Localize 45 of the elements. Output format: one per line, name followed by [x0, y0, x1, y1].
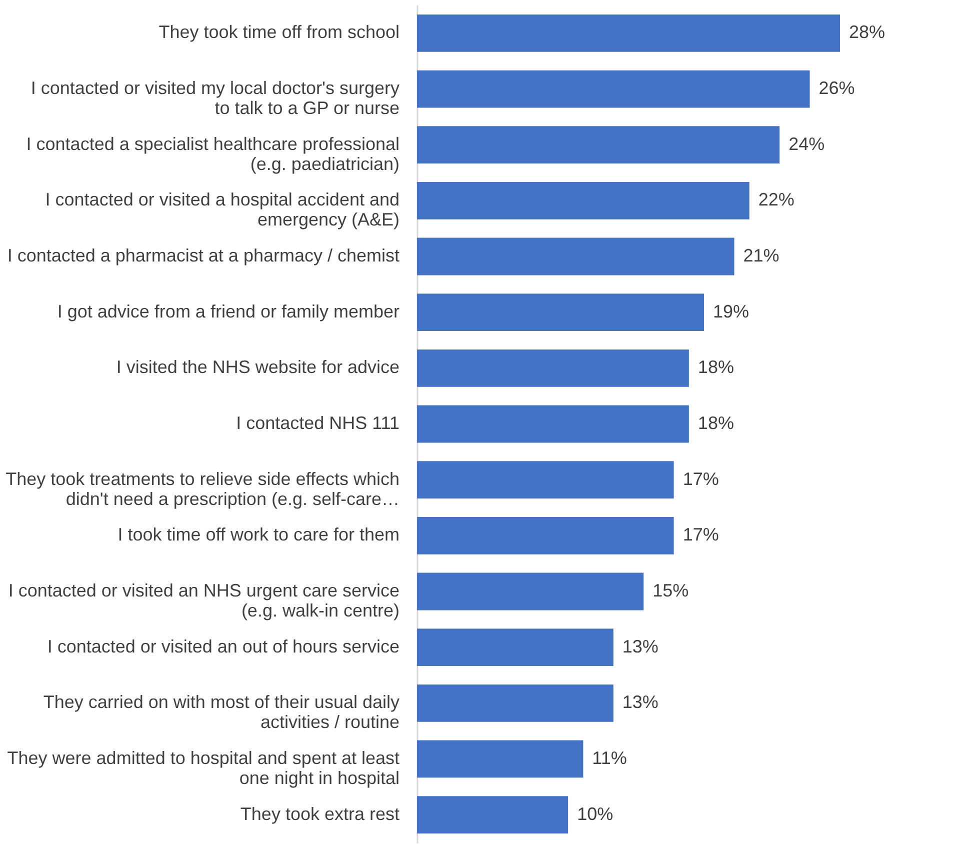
y-tick-label: I contacted or visited an NHS urgent care service (e.g. walk-in centre) [8, 580, 400, 620]
data-label: 17% [682, 468, 719, 489]
y-tick-label: I contacted or visited an out of hours service [47, 636, 400, 656]
y-tick-label: I took time off work to care for them [118, 524, 400, 545]
y-tick-label: I got advice from a friend or family member [57, 301, 400, 322]
bar [417, 349, 689, 387]
y-tick-label: They took extra rest [240, 804, 400, 824]
bar [417, 740, 584, 778]
bar [417, 182, 750, 220]
data-label: 21% [743, 246, 780, 266]
y-tick-label: They took treatments to relieve side effects which didn't need a prescription (e.g. self-care… [6, 468, 400, 509]
y-tick-label: I contacted or visited a hospital accident and emergency (A&E) [45, 190, 400, 230]
bar [417, 516, 674, 554]
bar [417, 572, 644, 610]
data-label: 19% [713, 301, 750, 322]
data-label: 28% [849, 22, 886, 42]
y-tick-label: I contacted a pharmacist at a pharmacy / chemist [7, 246, 400, 266]
y-tick-label: They took time off from school [158, 22, 400, 42]
bar [417, 70, 810, 108]
bar [417, 294, 704, 332]
bar [417, 628, 614, 666]
bar [417, 796, 568, 834]
data-label: 17% [682, 524, 719, 545]
bar [417, 14, 840, 52]
y-tick-label: They were admitted to hospital and spent at least one night in hospital [7, 748, 400, 788]
y-tick-label: I visited the NHS website for advice [116, 357, 400, 378]
bar [417, 461, 674, 499]
bar [417, 684, 614, 722]
bar [417, 238, 734, 276]
y-tick-label: I contacted or visited my local doctor's surgery to talk to a GP or nurse [30, 78, 400, 118]
data-label: 24% [788, 134, 825, 154]
bar [417, 126, 780, 164]
data-label: 10% [577, 804, 614, 824]
data-label: 26% [818, 78, 855, 98]
data-label: 18% [698, 357, 734, 378]
y-tick-label: I contacted a specialist healthcare professional (e.g. paediatrician) [26, 134, 400, 174]
data-label: 13% [622, 636, 658, 656]
y-tick-label: I contacted NHS 111 [236, 413, 400, 433]
bar [417, 405, 689, 443]
data-label: 22% [758, 190, 794, 210]
data-label: 15% [652, 580, 689, 600]
y-tick-label: They carried on with most of their usual daily activities / routine [43, 692, 400, 732]
data-label: 13% [622, 692, 658, 712]
data-label: 11% [592, 748, 627, 768]
data-label: 18% [698, 413, 734, 433]
